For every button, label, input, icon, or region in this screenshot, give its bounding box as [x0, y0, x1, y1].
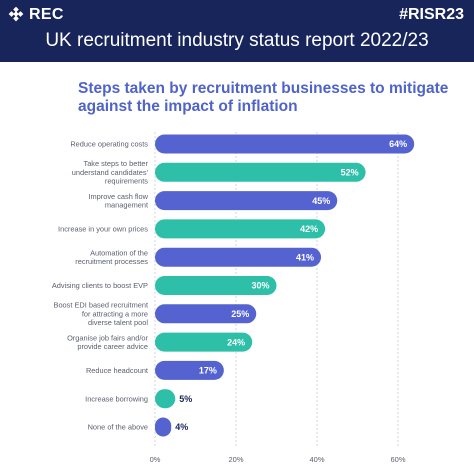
diamond-grid-icon	[8, 7, 24, 22]
bar	[155, 360, 224, 380]
value-label: 5%	[179, 394, 192, 404]
value-label: 17%	[199, 366, 217, 376]
value-label: 25%	[231, 309, 249, 319]
value-label: 52%	[341, 168, 359, 178]
bar	[155, 191, 338, 211]
bar	[155, 134, 415, 154]
x-tick-label: 40%	[309, 455, 324, 464]
value-label: 64%	[389, 139, 407, 149]
bar	[155, 304, 257, 324]
brand-logo: REC	[8, 5, 64, 25]
chart-title: Steps taken by recruitment businesses to…	[78, 80, 449, 115]
category-label: Reduce operating costs	[70, 140, 148, 149]
bar	[155, 417, 172, 437]
x-tick-label: 60%	[390, 455, 405, 464]
category-label: Reduce headcount	[86, 366, 148, 375]
bar	[155, 276, 277, 295]
bar	[155, 247, 322, 267]
category-label: Boost EDI based recruitment for attractin…	[54, 301, 149, 328]
value-label: 45%	[312, 196, 330, 206]
x-tick-label: 0%	[150, 455, 161, 464]
value-label: 4%	[175, 422, 188, 432]
bar	[155, 332, 253, 352]
category-label: None of the above	[88, 423, 148, 432]
category-label: Advising clients to boost EVP	[52, 281, 148, 290]
brand-name: REC	[29, 6, 64, 23]
category-label: Take steps to better understand candidate…	[72, 159, 149, 186]
category-label: Organise job fairs and/or provide career …	[67, 333, 148, 351]
report-title: UK recruitment industry status report 20…	[45, 30, 429, 51]
category-label: Improve cash flow management	[88, 192, 148, 210]
value-label: 41%	[296, 252, 314, 262]
value-label: 30%	[251, 281, 269, 291]
bar	[155, 219, 326, 239]
category-label: Automation of the recruitment processes	[75, 248, 148, 266]
header-bar: REC #RISR23 UK recruitment industry stat…	[0, 0, 474, 62]
bar	[155, 162, 366, 182]
bar	[155, 389, 176, 409]
category-label: Increase borrowing	[85, 394, 148, 403]
category-label: Increase in your own prices	[58, 225, 148, 234]
x-tick-label: 20%	[228, 455, 243, 464]
value-label: 42%	[300, 224, 318, 234]
value-label: 24%	[227, 337, 245, 347]
hashtag: #RISR23	[399, 6, 464, 23]
